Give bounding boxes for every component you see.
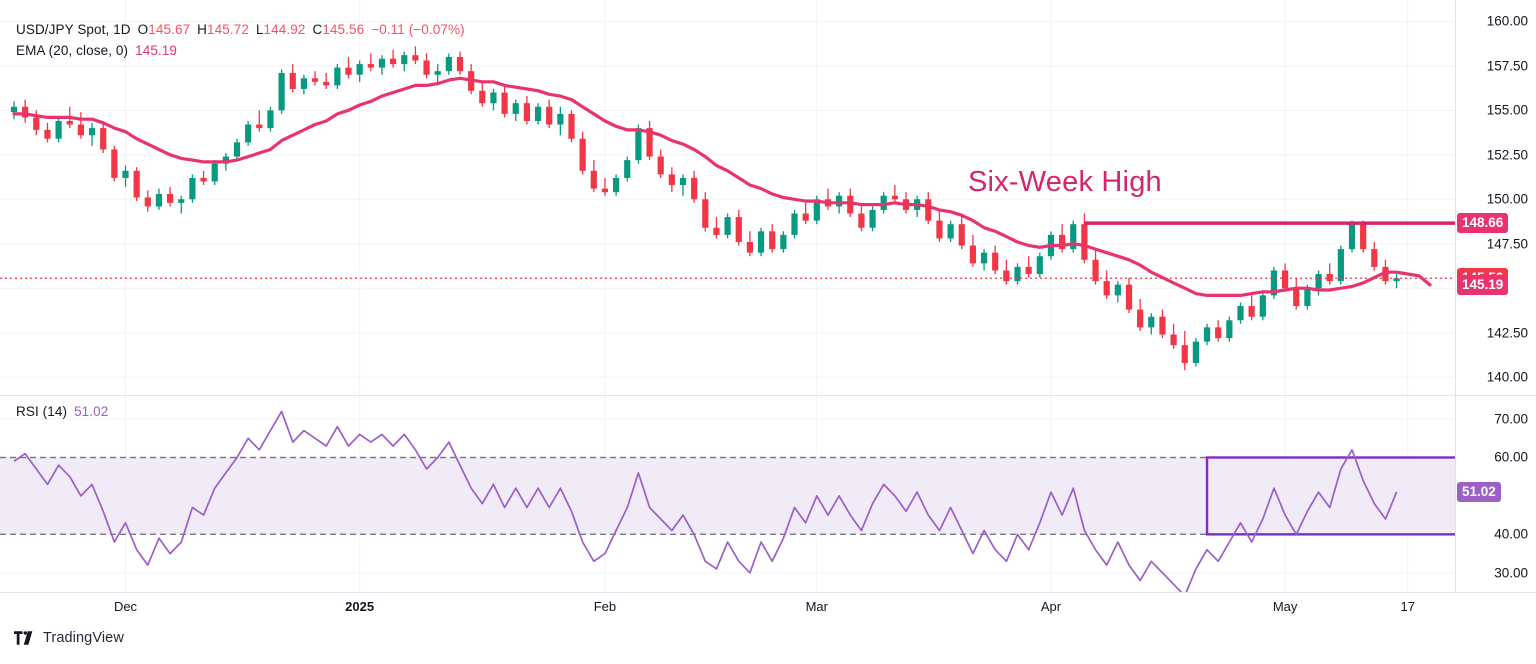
six-week-high-annotation[interactable]: Six-Week High [968, 166, 1162, 198]
price-tick-label: 140.00 [1486, 369, 1528, 385]
open-value: 145.67 [148, 22, 191, 37]
high-label: H [197, 22, 208, 37]
time-tick-label: 17 [1400, 599, 1415, 614]
time-tick-label: Feb [593, 599, 617, 614]
price-tick-label: 152.50 [1486, 147, 1528, 163]
symbol-label[interactable]: USD/JPY Spot, 1D [16, 22, 131, 37]
close-value: 145.56 [322, 22, 365, 37]
rsi-tick-label: 60.00 [1494, 449, 1528, 465]
rsi-tick-label: 70.00 [1494, 411, 1528, 427]
price-tick-label: 147.50 [1486, 236, 1528, 252]
tradingview-logo-icon [14, 631, 36, 645]
close-label: C [312, 22, 323, 37]
resistance-price-badge[interactable]: 148.66 [1457, 213, 1509, 234]
ema-value: 145.19 [135, 43, 178, 58]
low-label: L [255, 22, 264, 37]
ema-legend[interactable]: EMA (20, close, 0) 145.19 [16, 43, 177, 58]
change-value: −0.11 (−0.07%) [371, 22, 465, 37]
pane-divider [0, 395, 1536, 396]
time-tick-label: Apr [1040, 599, 1062, 614]
price-axis[interactable]: 160.00 157.50 155.00 152.50 150.00 147.50 142.… [1455, 0, 1536, 395]
time-axis-divider [0, 592, 1536, 593]
time-tick-label: Dec [113, 599, 138, 614]
price-chart-svg[interactable] [0, 0, 1455, 395]
price-tick-label: 155.00 [1486, 102, 1528, 118]
rsi-label: RSI (14) [16, 404, 68, 419]
rsi-value-badge[interactable]: 51.02 [1457, 482, 1501, 502]
rsi-legend[interactable]: RSI (14) 51.02 [16, 404, 108, 419]
ema-label: EMA (20, close, 0) [16, 43, 129, 58]
rsi-tick-label: 40.00 [1494, 526, 1528, 542]
price-tick-label: 160.00 [1486, 13, 1528, 29]
time-tick-label: May [1272, 599, 1298, 614]
time-tick-label: Mar [805, 599, 828, 614]
high-value: 145.72 [207, 22, 249, 37]
time-axis[interactable]: Dec2025FebMarAprMay17Jun13Jul [0, 593, 1455, 621]
price-tick-label: 142.50 [1486, 325, 1528, 341]
rsi-tick-label: 30.00 [1494, 565, 1528, 581]
low-value: 144.92 [263, 22, 306, 37]
price-tick-label: 157.50 [1486, 58, 1528, 74]
rsi-chart-svg[interactable] [0, 396, 1455, 592]
tradingview-branding[interactable]: TradingView [14, 630, 124, 646]
rsi-pane[interactable] [0, 396, 1455, 592]
ema-price-badge[interactable]: 145.19 [1457, 274, 1509, 295]
price-pane[interactable] [0, 0, 1455, 395]
price-tick-label: 150.00 [1486, 191, 1528, 207]
time-tick-label: 2025 [345, 599, 375, 614]
axis-divider [1455, 0, 1456, 592]
tradingview-label: TradingView [43, 630, 124, 646]
symbol-legend[interactable]: USD/JPY Spot, 1D O145.67 H145.72 L144.92 C14… [16, 22, 465, 37]
rsi-value: 51.02 [74, 404, 109, 419]
rsi-axis[interactable]: 70.00 60.00 40.00 30.00 51.02 [1455, 396, 1536, 592]
open-label: O [137, 22, 149, 37]
